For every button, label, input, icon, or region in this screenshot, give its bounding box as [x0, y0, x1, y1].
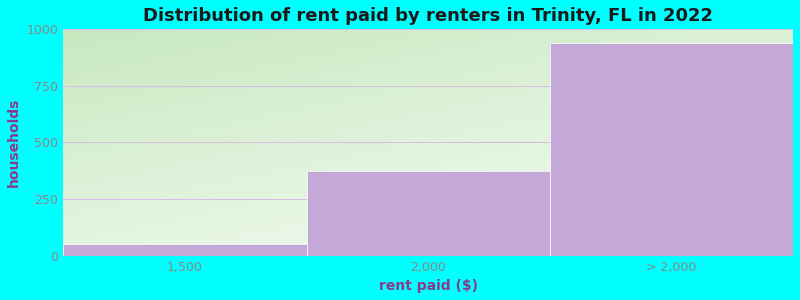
Bar [63, 244, 306, 256]
Bar [306, 171, 550, 256]
Bar [550, 43, 793, 256]
Y-axis label: households: households [7, 98, 21, 187]
X-axis label: rent paid ($): rent paid ($) [378, 279, 478, 293]
Title: Distribution of rent paid by renters in Trinity, FL in 2022: Distribution of rent paid by renters in … [143, 7, 713, 25]
